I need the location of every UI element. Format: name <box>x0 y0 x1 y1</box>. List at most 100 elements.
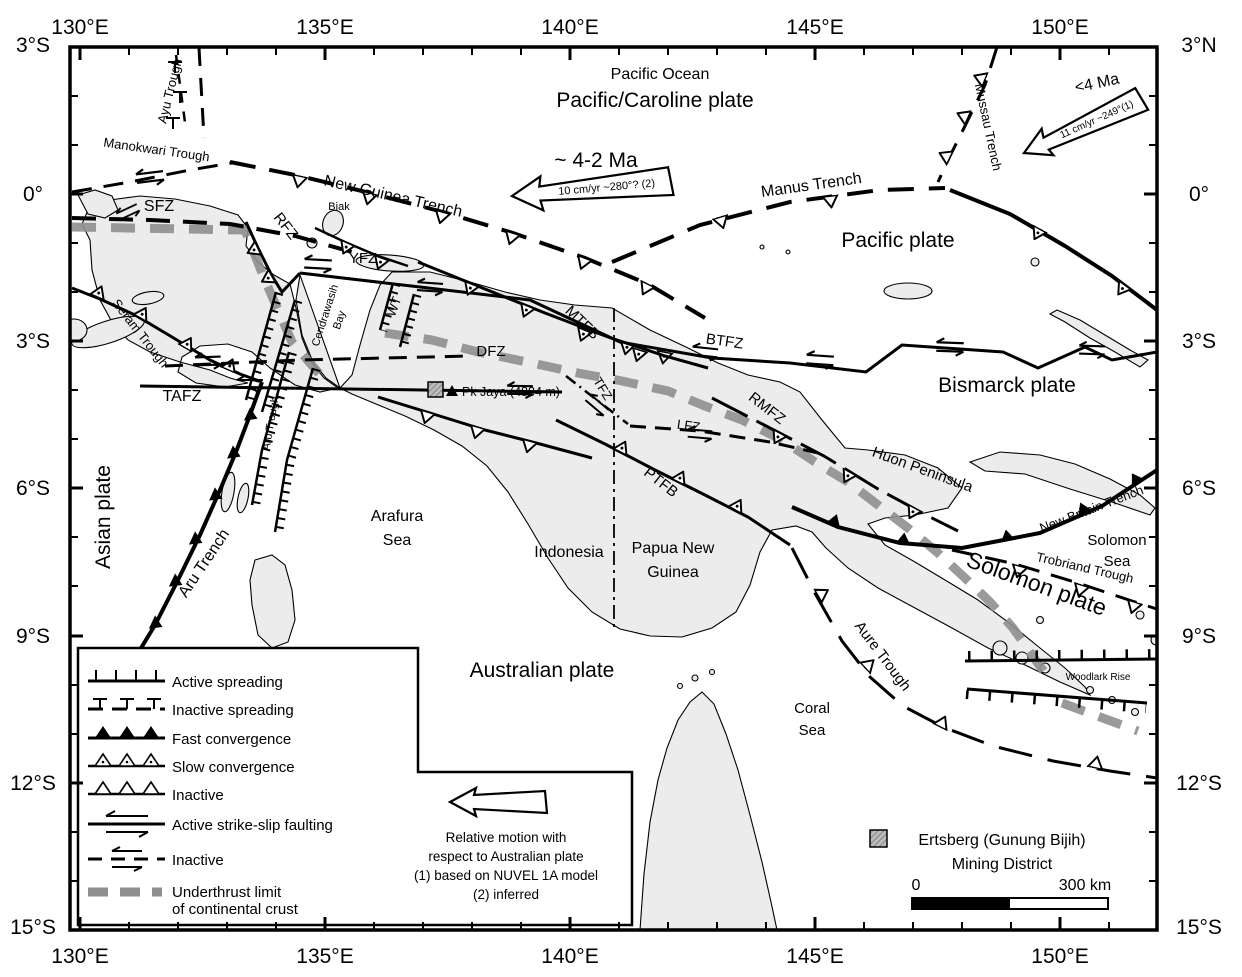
legend-label-active-strike-slip: Active strike-slip faulting <box>172 817 333 834</box>
label-btfz: BTFZ <box>705 331 745 353</box>
label-pacific-caroline-plate: Pacific/Caroline plate <box>556 89 753 112</box>
island-buru <box>70 318 88 342</box>
note-line-2: respect to Australian plate <box>428 849 583 864</box>
axis-bottom-150e: 150°E <box>1031 945 1088 968</box>
label-woodlark-rise: Woodlark Rise <box>1066 672 1131 683</box>
label-age-west: ~ 4-2 Ma <box>554 149 638 172</box>
legend-label-inactive-convergence: Inactive <box>172 787 224 804</box>
legend-label-inactive-strike-slip: Inactive <box>172 852 224 869</box>
axis-right-15s: 15°S <box>1176 916 1222 939</box>
axis-top-135e: 135°E <box>296 16 353 39</box>
axis-right-3s: 3°S <box>1182 330 1216 353</box>
label-asian-plate: Asian plate <box>92 465 115 569</box>
axis-left-15s: 15°S <box>10 916 56 939</box>
label-arafura-sea-1: Arafura <box>371 508 424 525</box>
island-dentrecasteaux-1 <box>992 640 1008 656</box>
island-halmahera <box>77 189 119 219</box>
label-mussau-trench: Mussau Trench <box>972 82 1005 172</box>
label-indonesia: Indonesia <box>534 544 603 561</box>
axis-right-0: 0° <box>1189 183 1209 206</box>
axis-top-130e: 130°E <box>51 16 108 39</box>
map-interior: Pk Jaya (4884 m) <box>70 47 1157 930</box>
ertsberg-marker: Ertsberg (Gunung Bijih) Mining District <box>869 829 1086 873</box>
tafz-line <box>139 384 563 394</box>
axis-bottom-140e: 140°E <box>541 945 598 968</box>
axis-left-3s: 3°S <box>16 330 50 353</box>
legend: Active spreading Inactive spreading Fast… <box>76 646 634 927</box>
pk-jaya-marker <box>427 381 458 398</box>
legend-label-fast-convergence: Fast convergence <box>172 731 291 748</box>
island-kai-2 <box>236 482 250 514</box>
relative-motion-arrow-icon <box>447 785 549 819</box>
plate-boundaries <box>71 47 1157 780</box>
axis-left-0: 0° <box>23 183 43 206</box>
mining-district-icon <box>869 829 888 848</box>
sfz-line <box>71 216 353 254</box>
mountain-icon <box>446 385 458 396</box>
axis-left-6s: 6°S <box>16 477 50 500</box>
scale-start-label: 0 <box>912 877 921 894</box>
axis-right-9s: 9°S <box>1182 625 1216 648</box>
inactive-strike-slip-icon <box>111 846 143 872</box>
label-aure-trough: Aure Trough <box>851 618 914 694</box>
legend-label-active-spreading: Active spreading <box>172 674 283 691</box>
label-ayu-trough: Ayu Trough <box>154 57 185 125</box>
axis-top-150e: 150°E <box>1031 16 1088 39</box>
slow-convergence-icon <box>93 752 161 767</box>
note-line-4: (2) inferred <box>473 887 539 902</box>
label-papua-new-guinea-2: Guinea <box>647 564 699 581</box>
active-spreading-icon <box>95 670 157 681</box>
island-torres-3 <box>676 682 684 690</box>
axis-right-12s: 12°S <box>1176 772 1222 795</box>
land-new-britain <box>968 451 1156 516</box>
inactive-convergence-icon <box>93 780 161 795</box>
label-solomon-sea-2: Sea <box>1104 553 1131 570</box>
island-louisiade-3 <box>1130 707 1140 717</box>
axis-bottom-135e: 135°E <box>296 945 353 968</box>
map-frame <box>68 45 1159 932</box>
manokwari-trough-line <box>71 161 233 194</box>
label-yfz: YFZ <box>349 250 377 267</box>
note-line-1: Relative motion with <box>446 830 567 845</box>
pacific-boundary-east <box>949 188 1157 312</box>
land-australia <box>639 691 778 930</box>
island-torres-2 <box>708 668 716 676</box>
scale-end-label: 300 km <box>1059 877 1111 894</box>
label-arafura-sea-2: Sea <box>383 532 412 549</box>
axis-top-145e: 145°E <box>786 16 843 39</box>
axis-left-9s: 9°S <box>16 625 50 648</box>
legend-label-underthrust-1: Underthrust limit <box>172 884 282 901</box>
svg-text:Bay: Bay <box>331 309 348 331</box>
axis-bottom-145e: 145°E <box>786 945 843 968</box>
island-solomon-1 <box>1135 610 1145 620</box>
inactive-spreading-icon <box>93 698 161 709</box>
islet-2 <box>785 249 791 255</box>
label-pk-jaya: Pk Jaya (4884 m) <box>462 385 560 399</box>
label-bismarck-plate: Bismarck plate <box>938 374 1076 397</box>
label-manus-trench: Manus Trench <box>760 170 863 201</box>
label-australian-plate: Australian plate <box>470 659 615 682</box>
west-motion-arrow-icon: 10 cm/yr ~280°? (2) <box>509 166 675 213</box>
island-manus <box>883 282 933 300</box>
aure-trough-line <box>790 547 1157 780</box>
legend-label-underthrust-2: of continental crust <box>172 901 299 918</box>
label-lfz: LFZ <box>676 417 701 435</box>
label-coral-sea-1: Coral <box>794 700 830 717</box>
woodlark-rise-lines <box>964 649 1157 713</box>
label-new-guinea-trench: New Guinea Trench <box>322 172 464 220</box>
wt-spreading-lines <box>244 282 422 415</box>
fast-convergence-icon <box>95 726 159 738</box>
trobriand-trough-line <box>951 548 1157 611</box>
east-motion-arrow-icon: 11 cm/yr ~249°(1) <box>1021 86 1150 157</box>
island-aru <box>249 554 296 649</box>
label-age-east: <4 Ma <box>1073 71 1121 97</box>
label-dfz: DFZ <box>476 343 505 360</box>
legend-box <box>76 646 634 927</box>
axis-top-140e: 140°E <box>541 16 598 39</box>
axis-bottom-130e: 130°E <box>51 945 108 968</box>
axis-right-3n: 3°N <box>1181 34 1216 57</box>
label-coral-sea-2: Sea <box>799 722 826 739</box>
aru-trough-lines <box>250 351 321 534</box>
